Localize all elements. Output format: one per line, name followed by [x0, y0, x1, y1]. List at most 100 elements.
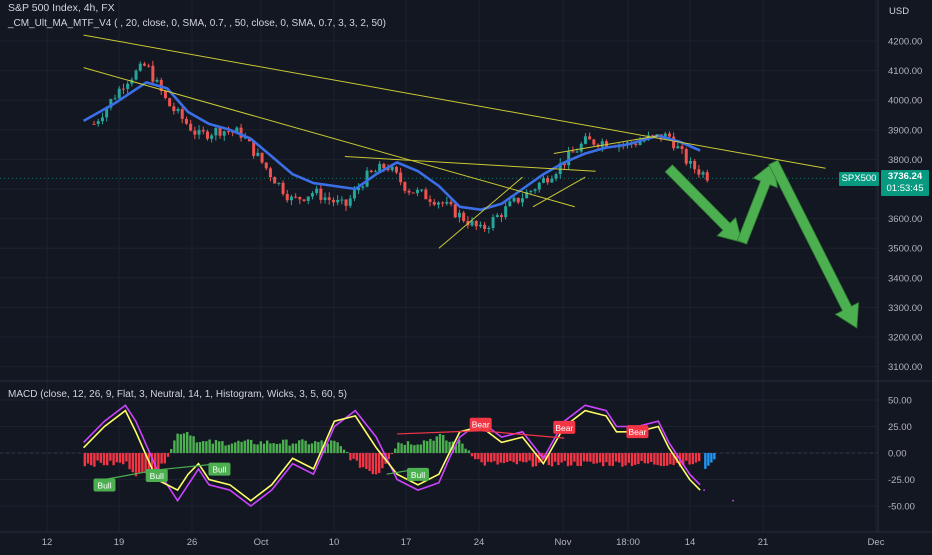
macd-histogram-bar	[602, 453, 605, 467]
indicator-name[interactable]: _CM_Ult_MA_MTF_V4	[8, 18, 112, 29]
trendline[interactable]	[532, 176, 586, 208]
macd-histogram-bar	[390, 453, 394, 455]
bear-badge[interactable]: Bear	[553, 420, 576, 434]
bull-badge[interactable]: Bull	[145, 468, 168, 482]
macd-histogram-bar	[499, 453, 502, 463]
macd-histogram-bar	[650, 453, 653, 462]
macd-histogram-bar	[186, 431, 189, 453]
candle-body	[516, 197, 520, 203]
candle-body	[252, 141, 256, 156]
candle-body	[415, 189, 419, 194]
macd-signal-line	[83, 404, 701, 508]
macd-histogram-bar	[563, 453, 566, 461]
symbol-tag: SPX500	[839, 172, 879, 186]
candle-body	[117, 88, 121, 99]
macd-histogram-bar	[326, 443, 330, 453]
macd-histogram-bar	[627, 453, 630, 463]
candle-body	[205, 131, 209, 139]
candle-body	[189, 123, 193, 131]
macd-histogram-bar	[122, 453, 125, 465]
bull-badge[interactable]: Bull	[93, 478, 116, 492]
projection-arrow[interactable]	[664, 164, 743, 243]
symbol-title[interactable]: S&P 500 Index, 4h, FX	[8, 2, 115, 14]
macd-histogram-bar	[403, 444, 406, 453]
macd-histogram-bar	[182, 433, 186, 453]
macd-histogram-bar	[707, 453, 710, 466]
macd-histogram-bar	[259, 441, 262, 453]
macd-histogram-bar	[381, 453, 384, 469]
candle-body	[520, 198, 524, 203]
price-tick-label: 3200.00	[888, 333, 922, 344]
macd-histogram-bar	[173, 440, 176, 453]
candle-body	[155, 79, 159, 82]
macd-histogram-bar	[573, 453, 576, 462]
macd-histogram-bar	[250, 439, 253, 453]
macd-title[interactable]: MACD (close, 12, 26, 9, Flat, 3, Neutral…	[8, 389, 348, 400]
macd-histogram-bar	[419, 444, 422, 453]
candle-body	[701, 172, 705, 175]
candle-body	[126, 83, 130, 89]
macd-histogram-bar	[570, 453, 573, 466]
trendline[interactable]	[438, 176, 523, 249]
macd-histogram-bar	[685, 453, 688, 461]
price-tick-label: 3800.00	[888, 155, 922, 166]
bull-badge-text: Bull	[212, 465, 226, 475]
bull-badge[interactable]: Bull	[208, 462, 231, 476]
macd-histogram-bar	[170, 449, 173, 453]
bear-badge-bg	[553, 420, 576, 434]
macd-histogram-bar	[150, 453, 154, 478]
macd-histogram-bar	[454, 444, 458, 453]
macd-histogram-bar	[448, 441, 451, 453]
projection-arrow[interactable]	[768, 159, 860, 329]
trendline[interactable]	[83, 67, 575, 208]
bear-badge-bg	[626, 425, 649, 439]
candle-body	[378, 163, 382, 172]
macd-histogram-bar	[333, 440, 336, 453]
bull-badge[interactable]: Bull	[407, 467, 429, 481]
macd-histogram-bar	[339, 446, 342, 453]
candle-body	[369, 170, 373, 172]
price-tick-label: 3500.00	[888, 244, 922, 255]
candle-body	[583, 136, 587, 144]
projection-arrow[interactable]	[736, 161, 778, 245]
bear-badge[interactable]: Bear	[469, 417, 492, 431]
macd-histogram-bar	[528, 453, 531, 461]
macd-histogram-bar	[221, 441, 224, 453]
macd-histogram-bar	[278, 443, 282, 453]
macd-histogram-bar	[688, 453, 691, 465]
macd-histogram-bar	[125, 453, 128, 462]
candle-body	[109, 99, 113, 108]
bear-badge-text: Bear	[555, 423, 573, 433]
macd-histogram-bar	[659, 453, 662, 466]
candle-body	[634, 143, 638, 145]
macd-histogram-bar	[307, 444, 310, 453]
macd-histogram-bar	[330, 440, 333, 453]
macd-histogram-bar	[342, 449, 346, 453]
bear-badge[interactable]: Bear	[626, 425, 649, 439]
candle-body	[235, 127, 239, 133]
candle-body	[638, 141, 642, 145]
macd-histogram-bar	[234, 442, 237, 453]
macd-histogram-bar	[525, 453, 528, 463]
candle-body	[336, 199, 340, 203]
trendline[interactable]	[553, 135, 659, 154]
macd-histogram-bar	[288, 445, 291, 453]
macd-histogram-bar	[230, 443, 234, 453]
macd-histogram-bar	[586, 453, 589, 462]
macd-histogram-bar	[106, 453, 109, 466]
indicator-params: ( , 20, close, 0, SMA, 0.7, , 50, close,…	[114, 18, 386, 29]
macd-histogram-bar	[694, 453, 698, 463]
macd-histogram-bar	[410, 444, 413, 453]
macd-histogram-bar	[406, 441, 410, 453]
trendline[interactable]	[344, 155, 596, 172]
macd-histogram-bar	[614, 453, 618, 462]
candle-body	[256, 152, 260, 156]
trendline[interactable]	[83, 34, 826, 169]
macd-histogram-bar	[211, 443, 214, 453]
macd-histogram-bar	[470, 453, 474, 457]
macd-histogram-bar	[243, 440, 246, 453]
macd-histogram-bar	[592, 453, 595, 464]
candle-body	[176, 109, 180, 112]
macd-histogram-bar	[646, 453, 650, 464]
